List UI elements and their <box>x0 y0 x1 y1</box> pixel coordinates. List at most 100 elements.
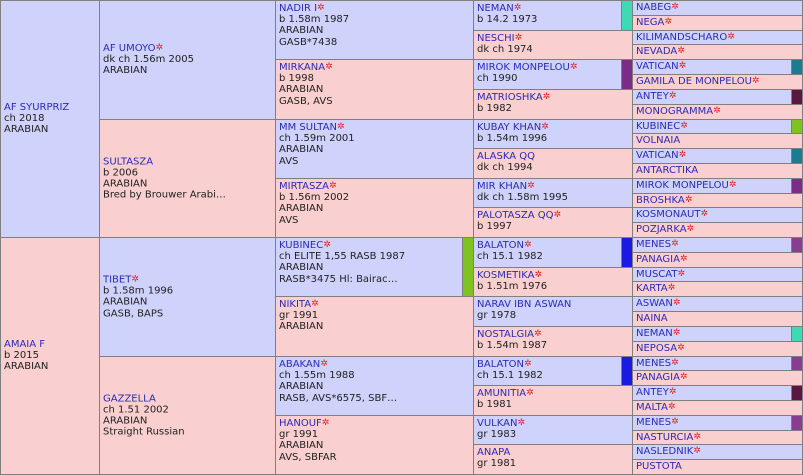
horse-detail-line: GASB, AVS <box>279 95 333 107</box>
horse-name-link[interactable]: KILIMANDSCHARO <box>636 32 728 43</box>
horse-name-link[interactable]: MENES <box>636 417 672 428</box>
horse-detail-line: ARABIAN <box>4 361 49 373</box>
horse-name-line: ANAPA <box>477 447 629 458</box>
horse-detail-line: b 2006 <box>103 167 138 179</box>
horse-cell-g5-6: ANTEY✲ <box>632 89 803 105</box>
horse-name-link[interactable]: ANTEY <box>636 387 669 398</box>
horse-name-link[interactable]: PANAGIA <box>636 372 680 383</box>
horse-name-link[interactable]: KOSMETIKA <box>477 270 535 281</box>
horse-name-link[interactable]: NEVADA <box>636 46 678 57</box>
horse-name-line: VATICAN✲ <box>636 150 799 161</box>
horse-info: ABAKAN✲ ch 1.55m 1988 ARABIAN RASB, AVS*657… <box>279 359 470 404</box>
horse-name-link[interactable]: HANOUF <box>279 418 322 429</box>
star-icon: ✲ <box>311 299 319 309</box>
horse-name-link[interactable]: GAMILA DE MONPELOU <box>636 76 752 87</box>
star-icon: ✲ <box>533 329 542 339</box>
horse-cell-g5-25: PANAGIA✲ <box>632 370 803 386</box>
horse-name-line: PANAGIA✲ <box>636 254 799 265</box>
horse-name-link[interactable]: NIKITA <box>279 299 312 310</box>
horse-detail-line: dk ch 1.58m 1995 <box>477 192 568 204</box>
horse-name-link[interactable]: MALTA <box>636 402 668 413</box>
horse-name-link[interactable]: PUSTOTA <box>636 461 682 472</box>
horse-name-link[interactable]: NESCHI <box>477 33 515 44</box>
horse-name-link[interactable]: MIRTASZA <box>279 181 330 192</box>
horse-name-link[interactable]: PALOTASZA QQ <box>477 210 554 221</box>
horse-name-link[interactable]: NEMAN <box>636 328 673 339</box>
horse-cell-g5-4: VATICAN✲ <box>632 59 803 75</box>
horse-name-link[interactable]: ABAKAN <box>279 359 321 370</box>
horse-cell-g5-5: GAMILA DE MONPELOU✲ <box>632 74 803 90</box>
horse-name-link[interactable]: BROSHKA <box>636 195 685 206</box>
horse-name-link[interactable]: POZJARKA <box>636 224 687 235</box>
horse-name-link[interactable]: MIRKANA <box>279 62 326 73</box>
horse-name-link[interactable]: NEGA <box>636 17 665 28</box>
horse-name-link[interactable]: KOSMONAUT <box>636 209 701 220</box>
horse-name-link[interactable]: SULTASZA <box>103 156 154 168</box>
horse-info: ANTEY✲ <box>636 91 799 102</box>
horse-name-link[interactable]: KUBAY KHAN <box>477 122 542 133</box>
horse-name-link[interactable]: NASTURCIA <box>636 432 694 443</box>
horse-name-link[interactable]: NADIR I <box>279 3 318 14</box>
star-icon: ✲ <box>671 417 679 427</box>
horse-name-link[interactable]: MIROK MONPELOU <box>477 62 570 73</box>
horse-cell-g5-8: KUBINEC✲ <box>632 119 803 134</box>
horse-name-line: PALOTASZA QQ✲ <box>477 210 629 221</box>
horse-name-link[interactable]: MONOGRAMMA <box>636 106 714 117</box>
horse-name-link[interactable]: MM SULTAN <box>279 122 337 133</box>
horse-name-link[interactable]: MENES <box>636 239 672 250</box>
horse-info: NADIR I✲ b 1.58m 1987 ARABIAN GASB*7438 <box>279 3 470 48</box>
horse-detail-line: RASB, AVS*6575, SBF… <box>279 392 398 404</box>
horse-name-link[interactable]: ASWAN <box>636 298 673 309</box>
horse-name-link[interactable]: MENES <box>636 358 672 369</box>
horse-name-link[interactable]: MIR KHAN <box>477 181 528 192</box>
horse-cell-g5-19: KARTA✲ <box>632 281 803 297</box>
horse-name-link[interactable]: AMUNITIA <box>477 388 527 399</box>
horse-name-line: VATICAN✲ <box>636 61 799 72</box>
horse-cell-g3-5: NIKITA✲ gr 1991 ARABIAN <box>275 296 474 357</box>
horse-name-link[interactable]: AF UMOYO <box>103 43 156 55</box>
horse-name-link[interactable]: AF SYURPRIZ <box>4 102 70 114</box>
horse-name-line: VULKAN✲ <box>477 418 629 429</box>
horse-name-link[interactable]: AMAIA F <box>4 339 46 351</box>
horse-name-link[interactable]: KARTA <box>636 283 668 294</box>
horse-name-link[interactable]: NEMAN <box>477 3 514 14</box>
horse-name-link[interactable]: KUBINEC <box>279 240 324 251</box>
horse-detail-line: ch 2018 <box>4 113 45 125</box>
horse-name-link[interactable]: VULKAN <box>477 418 518 429</box>
horse-name-link[interactable]: VOLNAIA <box>636 135 681 146</box>
horse-name-link[interactable]: BALATON <box>477 359 525 370</box>
horse-name-link[interactable]: VATICAN <box>636 150 679 161</box>
horse-name-link[interactable]: ANTEY <box>636 91 669 102</box>
horse-info: VATICAN✲ <box>636 61 799 72</box>
horse-name-link[interactable]: NOSTALGIA <box>477 329 534 340</box>
horse-name-link[interactable]: PANAGIA <box>636 254 680 265</box>
horse-name-line: ASWAN✲ <box>636 298 799 309</box>
horse-name-link[interactable]: NABEG <box>636 2 672 13</box>
horse-info: MIR KHAN✲ dk ch 1.58m 1995 <box>477 181 629 203</box>
horse-name-link[interactable]: BALATON <box>477 240 525 251</box>
horse-info: MENES✲ <box>636 417 799 428</box>
horse-name-link[interactable]: VATICAN <box>636 61 679 72</box>
horse-name-link[interactable]: MATRIOSHKA <box>477 92 543 103</box>
horse-name-link[interactable]: NARAV IBN ASWAN <box>477 299 572 310</box>
inbreeding-color-marker <box>621 60 632 89</box>
horse-name-link[interactable]: ALASKA QQ <box>477 151 535 162</box>
horse-name-link[interactable]: TIBET <box>103 274 132 286</box>
horse-name-link[interactable]: ANAPA <box>477 447 511 458</box>
horse-detail-line: RASB*3475 Hl: Bairac… <box>279 273 398 285</box>
star-icon: ✲ <box>664 17 672 27</box>
horse-name-line: AF UMOYO✲ <box>103 43 272 54</box>
horse-name-link[interactable]: MUSCAT <box>636 269 678 280</box>
horse-name-link[interactable]: GAZZELLA <box>103 393 156 405</box>
horse-name-link[interactable]: NEPOSA <box>636 343 678 354</box>
horse-name-link[interactable]: MIROK MONPELOU <box>636 180 729 191</box>
horse-detail-line: ch 1990 <box>477 73 518 85</box>
horse-name-link[interactable]: KUBINEC <box>636 121 681 132</box>
horse-name-line: BALATON✲ <box>477 359 629 370</box>
horse-info: PALOTASZA QQ✲ b 1997 <box>477 210 629 232</box>
horse-name-link[interactable]: ANTARCTIKA <box>636 165 699 176</box>
horse-name-link[interactable]: NAINA <box>636 313 668 324</box>
horse-cell-g5-0: NABEG✲ <box>632 0 803 16</box>
horse-name-line: NADIR I✲ <box>279 3 470 14</box>
horse-name-link[interactable]: NASLEDNIK <box>636 446 694 457</box>
